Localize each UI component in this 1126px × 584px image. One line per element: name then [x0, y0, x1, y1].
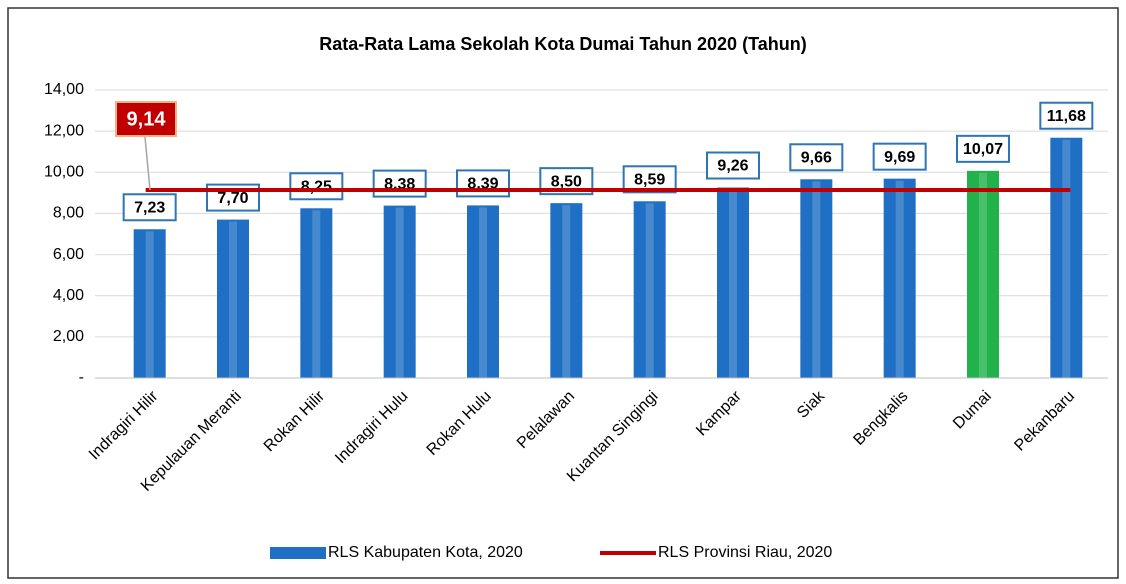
- y-tick-label: 4,00: [53, 287, 84, 304]
- y-tick-label: 10,00: [44, 164, 84, 181]
- callout-leader: [144, 136, 151, 191]
- legend-swatch: [270, 547, 326, 559]
- bar: [383, 205, 416, 378]
- bar: [133, 229, 166, 378]
- bar: [550, 203, 583, 378]
- y-tick-label: 6,00: [53, 246, 84, 263]
- data-label: 10,07: [963, 141, 1003, 158]
- data-label: 8,59: [634, 172, 665, 189]
- bar-highlight: [562, 205, 571, 378]
- bar-highlight: [312, 210, 321, 378]
- data-label-box: [289, 172, 344, 201]
- data-label-box: [789, 143, 844, 172]
- data-label: 7,23: [134, 199, 165, 216]
- data-label-box: [372, 169, 427, 198]
- bar-highlight: [1062, 139, 1071, 378]
- reference-label-box: [115, 101, 177, 137]
- data-label: 11,68: [1047, 108, 1086, 125]
- data-label-box: [956, 134, 1010, 163]
- data-label: 7,70: [217, 190, 248, 207]
- bar-highlight: [895, 180, 904, 378]
- chart-title: Rata-Rata Lama Sekolah Kota Dumai Tahun …: [319, 34, 806, 54]
- bar-highlight: [645, 203, 654, 378]
- data-label: 8,25: [301, 179, 332, 196]
- data-label: 9,26: [717, 158, 748, 175]
- data-label: 9,69: [884, 149, 915, 166]
- y-tick-label: 8,00: [53, 205, 84, 222]
- y-tick-label: 14,00: [44, 81, 84, 98]
- data-label-box: [622, 165, 677, 194]
- bar-highlight: [395, 207, 404, 378]
- bar-highlight: [729, 189, 737, 378]
- bar: [717, 187, 749, 378]
- y-tick-label: -: [79, 369, 84, 386]
- legend-label: RLS Provinsi Riau, 2020: [658, 544, 832, 561]
- data-label-box: [456, 169, 510, 198]
- bar: [800, 179, 833, 378]
- bar-highlight: [229, 221, 237, 378]
- bar: [1050, 137, 1083, 378]
- data-label-box: [706, 151, 760, 180]
- data-label: 9,66: [801, 149, 832, 166]
- data-label: 8,50: [551, 173, 582, 190]
- data-label-box: [122, 193, 177, 222]
- data-label-box: [872, 142, 927, 171]
- bar-highlight: [812, 181, 821, 378]
- bar: [633, 201, 666, 378]
- bar: [300, 208, 333, 378]
- legend-label: RLS Kabupaten Kota, 2020: [328, 544, 523, 561]
- bar-highlight: [479, 207, 487, 378]
- bar-highlight: [145, 231, 154, 378]
- bar: [467, 205, 499, 378]
- data-label-box: [1039, 101, 1094, 130]
- bar: [217, 219, 249, 378]
- bar: [883, 178, 916, 378]
- bar-highlight: [979, 172, 987, 378]
- reference-label: 9,14: [127, 108, 167, 130]
- y-tick-label: 12,00: [44, 122, 84, 139]
- y-tick-label: 2,00: [53, 328, 84, 345]
- bar: [967, 170, 999, 378]
